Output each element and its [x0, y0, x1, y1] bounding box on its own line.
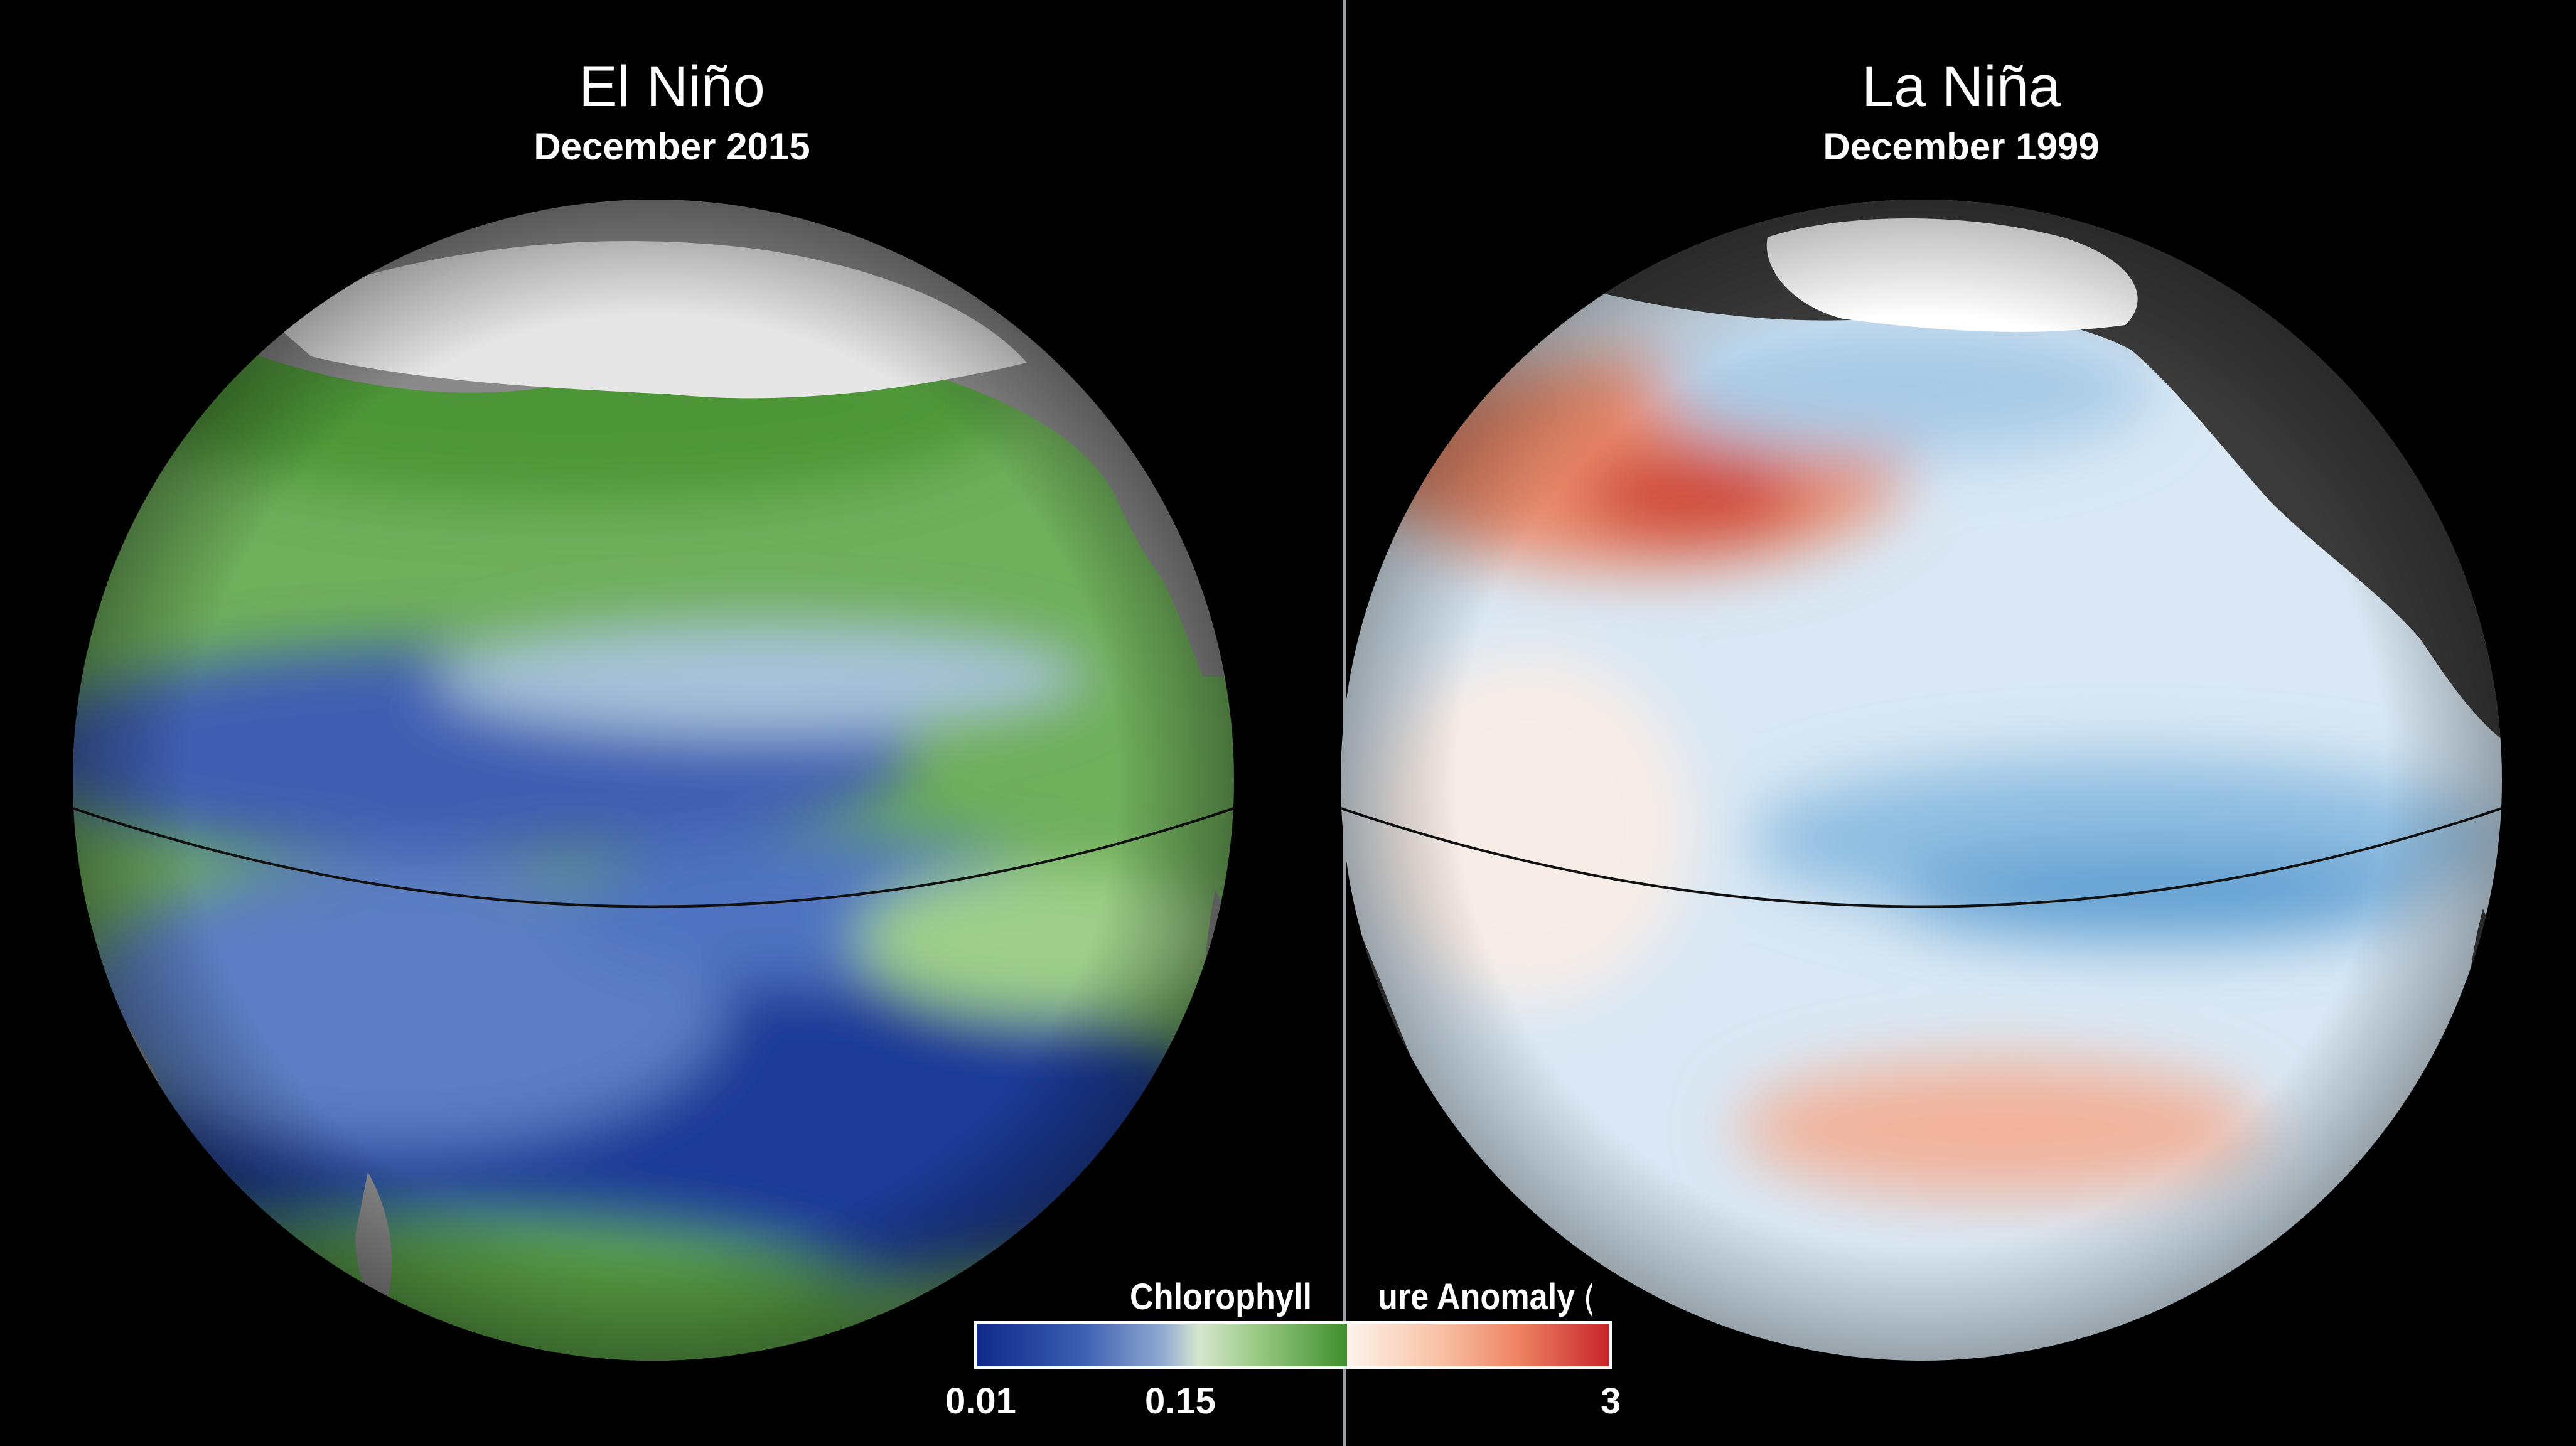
- la-nina-date: December 1999: [1823, 126, 2100, 168]
- el-nino-panel: El Niño December 2015: [534, 55, 810, 168]
- el-nino-title: El Niño: [579, 55, 765, 119]
- chlorophyll-globe: [73, 200, 1234, 1361]
- la-nina-panel: La Niña December 1999: [1346, 0, 2576, 1446]
- el-nino-date: December 2015: [534, 126, 810, 168]
- la-nina-title: La Niña: [1861, 55, 2061, 119]
- sst-anomaly-globe: [1341, 200, 2502, 1361]
